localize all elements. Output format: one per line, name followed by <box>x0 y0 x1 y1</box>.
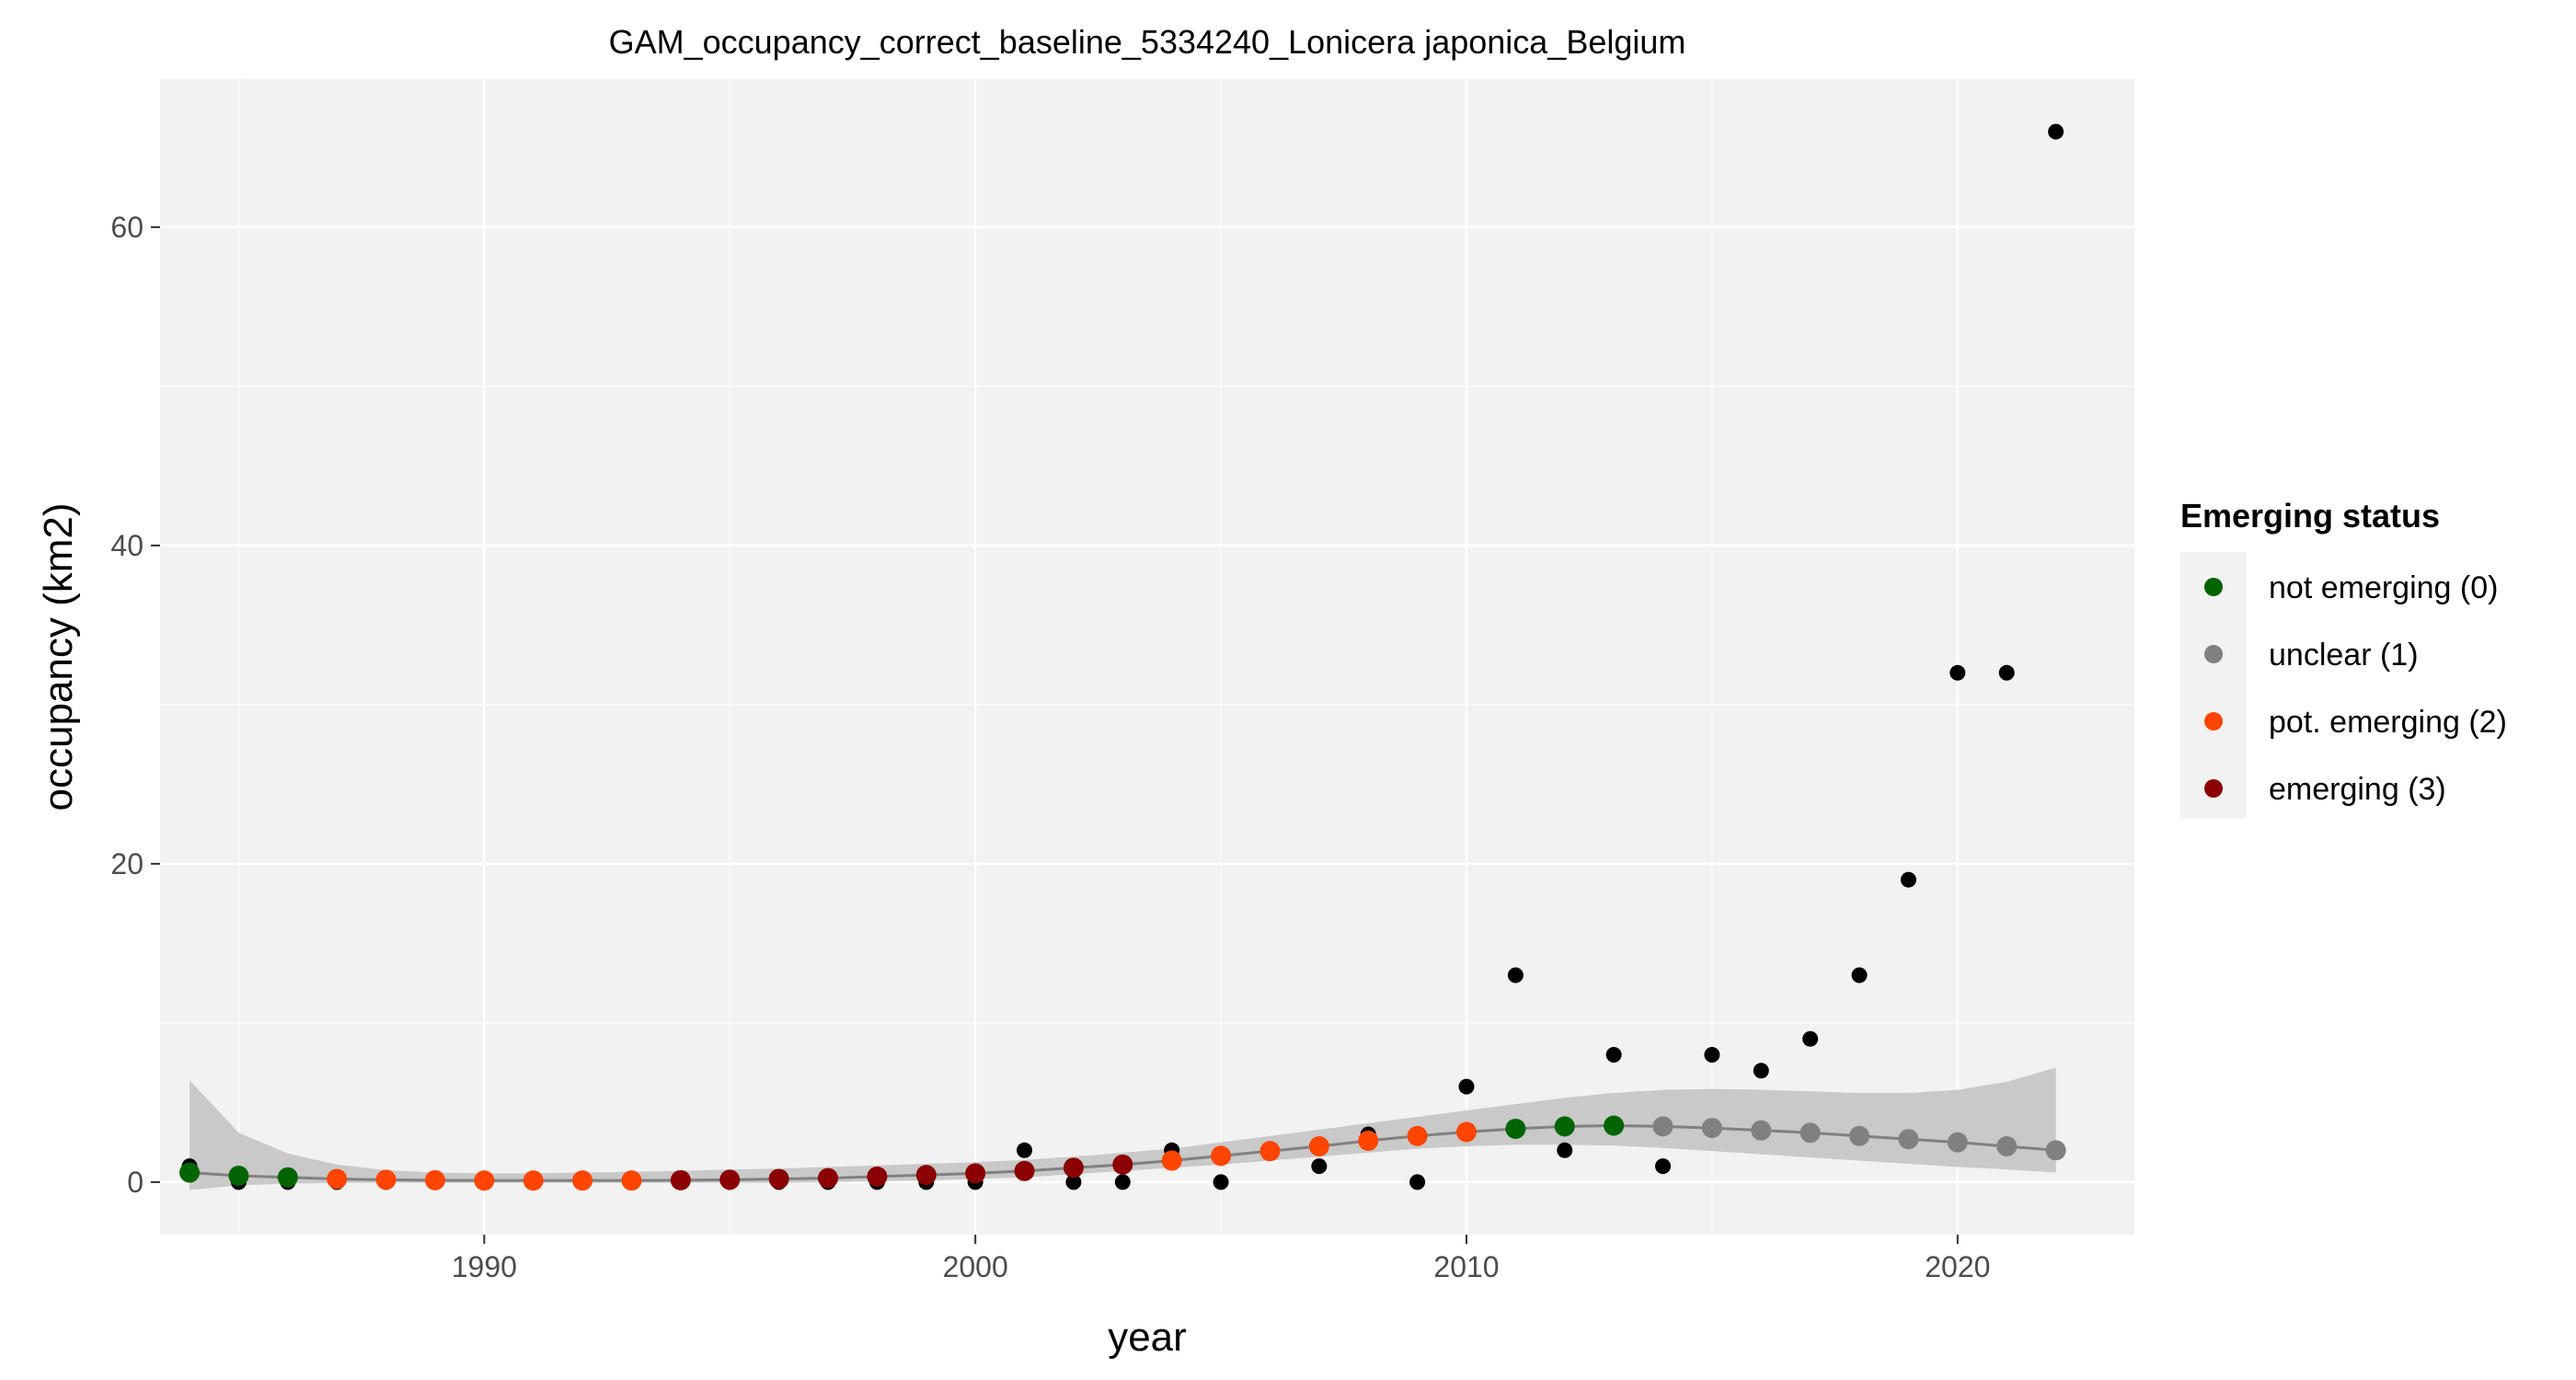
observed-point <box>1704 1047 1720 1064</box>
legend-key-background <box>2180 552 2247 819</box>
legend-label-not-emerging: not emerging (0) <box>2269 570 2498 605</box>
fitted-point <box>1996 1135 2018 1156</box>
legend-label-pot-emerging: pot. emerging (2) <box>2269 705 2507 740</box>
axis-ticks <box>151 225 1959 1244</box>
observed-point <box>1998 664 2015 681</box>
fitted-point <box>424 1169 445 1190</box>
legend-key-pot-emerging <box>2204 712 2223 730</box>
fitted-point <box>1800 1122 1821 1144</box>
fitted-point <box>1259 1141 1281 1162</box>
legend-key-unclear <box>2204 645 2223 663</box>
legend-key-emerging <box>2204 779 2223 798</box>
fitted-point <box>1652 1116 1673 1137</box>
fitted-point <box>818 1167 839 1189</box>
observed-point <box>1409 1174 1426 1190</box>
observed-point <box>1065 1174 1082 1190</box>
x-tick-label: 2010 <box>1433 1250 1499 1283</box>
y-tick-label: 40 <box>110 529 144 562</box>
fitted-point <box>965 1163 986 1184</box>
fitted-point <box>1358 1130 1379 1151</box>
fitted-point <box>1554 1116 1575 1137</box>
fitted-point <box>1947 1132 1968 1153</box>
y-tick-label: 20 <box>110 847 144 880</box>
observed-point <box>1458 1078 1475 1095</box>
plot-panel <box>160 79 2134 1235</box>
x-tick-label: 2000 <box>943 1250 1008 1283</box>
grid-minor <box>160 79 2134 1235</box>
fitted-points-layer <box>179 1115 2066 1191</box>
fitted-point <box>719 1169 741 1190</box>
x-axis-title: year <box>1108 1315 1187 1360</box>
fitted-point <box>179 1162 201 1183</box>
y-axis-title: occupancy (km2) <box>36 502 81 811</box>
fitted-point <box>621 1170 642 1191</box>
fitted-point <box>1505 1118 1526 1139</box>
fitted-point <box>572 1170 593 1191</box>
fitted-point <box>1849 1125 1870 1146</box>
observed-point <box>1507 967 1524 983</box>
legend: Emerging status not emerging (0) unclear… <box>2180 497 2507 819</box>
fitted-point <box>1063 1157 1084 1179</box>
fitted-point <box>1604 1115 1625 1136</box>
observed-point <box>1557 1142 1573 1158</box>
observed-point <box>1114 1174 1131 1190</box>
legend-title: Emerging status <box>2180 497 2440 535</box>
fitted-point <box>1112 1154 1133 1175</box>
x-tick-label: 1990 <box>452 1250 517 1283</box>
observed-point <box>1802 1030 1819 1047</box>
fitted-point <box>670 1169 691 1190</box>
fitted-point <box>768 1168 789 1190</box>
fitted-point <box>867 1166 888 1187</box>
fitted-point <box>375 1169 397 1190</box>
y-tick-label: 60 <box>110 211 144 244</box>
fitted-point <box>474 1170 495 1191</box>
observed-point <box>1213 1174 1229 1190</box>
fitted-point <box>1751 1120 1772 1141</box>
legend-label-unclear: unclear (1) <box>2269 638 2419 673</box>
fitted-point <box>277 1167 298 1188</box>
observed-point <box>1605 1047 1622 1064</box>
observed-point <box>1017 1142 1033 1158</box>
fitted-point <box>523 1170 544 1191</box>
observed-point <box>1900 871 1916 888</box>
fitted-point <box>228 1165 249 1186</box>
legend-label-emerging: emerging (3) <box>2269 772 2446 807</box>
fitted-point <box>1161 1150 1182 1171</box>
y-tick-label: 0 <box>127 1166 144 1199</box>
fitted-point <box>1701 1118 1722 1139</box>
fitted-point <box>1211 1145 1232 1167</box>
x-tick-labels: 1990 2000 2010 2020 <box>452 1250 1991 1283</box>
confidence-band-layer <box>190 1067 2056 1190</box>
observed-point <box>1753 1063 1769 1079</box>
fitted-point <box>1898 1129 1919 1150</box>
legend-key-not-emerging <box>2204 578 2223 596</box>
chart-title: GAM_occupancy_correct_baseline_5334240_L… <box>609 23 1686 61</box>
observed-point <box>1949 664 1966 681</box>
fitted-point <box>327 1168 348 1190</box>
fitted-point <box>1014 1160 1035 1181</box>
fitted-point <box>915 1165 937 1186</box>
observed-point <box>1655 1158 1672 1175</box>
observed-point <box>1851 967 1868 983</box>
fitted-point <box>1407 1125 1428 1146</box>
confidence-band <box>190 1067 2056 1190</box>
observed-point <box>2048 123 2064 140</box>
fitted-point <box>1455 1121 1477 1143</box>
observed-point <box>1311 1158 1328 1175</box>
y-tick-labels: 0 20 40 60 <box>110 211 144 1199</box>
fitted-point <box>2045 1140 2066 1161</box>
x-tick-label: 2020 <box>1925 1250 1990 1283</box>
fitted-point <box>1308 1135 1329 1156</box>
